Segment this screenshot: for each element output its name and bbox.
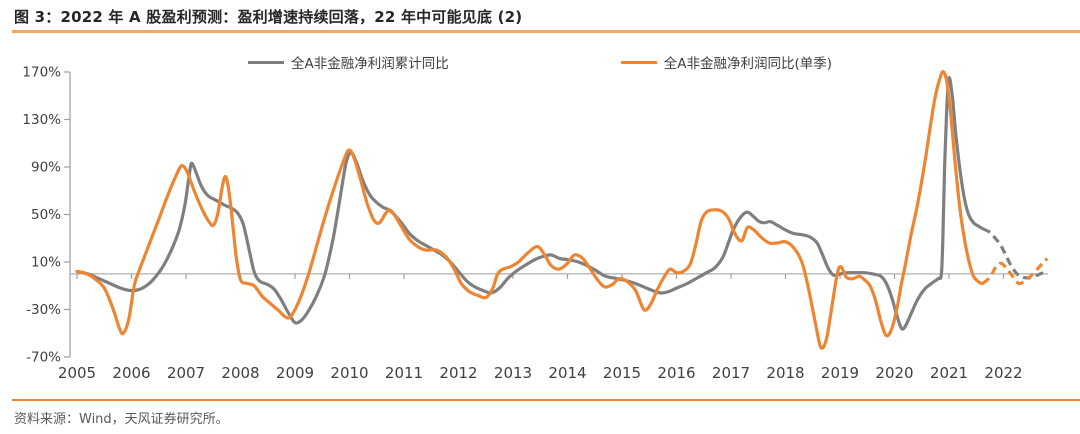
- source-note: 资料来源：Wind，天风证券研究所。: [14, 412, 229, 427]
- svg-text:2016: 2016: [657, 364, 695, 382]
- svg-text:170%: 170%: [22, 65, 61, 81]
- legend-line-swatch-gray: [247, 60, 284, 64]
- svg-text:-30%: -30%: [26, 302, 61, 318]
- svg-text:2010: 2010: [330, 364, 368, 382]
- footer-divider: [12, 399, 1080, 401]
- title-divider: [12, 30, 1080, 33]
- svg-text:2021: 2021: [930, 364, 968, 382]
- legend-line-swatch-orange: [620, 60, 657, 64]
- svg-text:2014: 2014: [548, 364, 586, 382]
- svg-text:2017: 2017: [712, 364, 750, 382]
- svg-text:2015: 2015: [603, 364, 641, 382]
- svg-text:130%: 130%: [22, 112, 61, 128]
- svg-text:2009: 2009: [276, 364, 314, 382]
- legend-label-cumulative-yoy: 全A非金融净利润累计同比: [290, 56, 449, 72]
- svg-text:2012: 2012: [439, 364, 477, 382]
- svg-text:2013: 2013: [494, 364, 532, 382]
- chart-legend: 全A非金融净利润累计同比 全A非金融净利润同比(单季): [0, 52, 1080, 72]
- svg-text:-70%: -70%: [26, 350, 61, 366]
- svg-text:2006: 2006: [112, 364, 150, 382]
- svg-text:2005: 2005: [58, 364, 96, 382]
- svg-text:2022: 2022: [984, 364, 1022, 382]
- svg-text:2019: 2019: [821, 364, 859, 382]
- legend-item-quarterly-yoy[interactable]: 全A非金融净利润同比(单季): [620, 52, 833, 72]
- svg-text:2020: 2020: [875, 364, 913, 382]
- svg-text:90%: 90%: [31, 160, 61, 176]
- svg-text:10%: 10%: [31, 255, 61, 271]
- figure-title: 图 3：2022 年 A 股盈利预测：盈利增速持续回落，22 年中可能见底 (2…: [14, 8, 523, 26]
- legend-item-cumulative-yoy[interactable]: 全A非金融净利润累计同比: [247, 52, 449, 72]
- svg-text:2018: 2018: [766, 364, 804, 382]
- svg-text:2007: 2007: [167, 364, 205, 382]
- svg-text:2008: 2008: [221, 364, 259, 382]
- legend-label-quarterly-yoy: 全A非金融净利润同比(单季): [663, 56, 833, 72]
- svg-text:50%: 50%: [31, 207, 61, 223]
- svg-text:2011: 2011: [385, 364, 423, 382]
